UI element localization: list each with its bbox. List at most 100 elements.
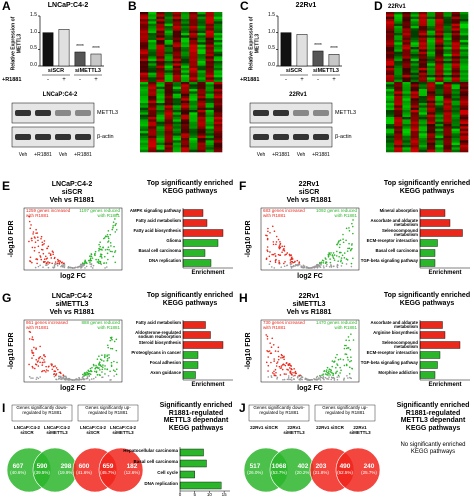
heatmap-cell: [164, 103, 174, 106]
heatmap-cell: [164, 23, 174, 27]
volcano-point: [350, 359, 353, 362]
heatmap-cell: [410, 140, 420, 143]
heatmap-cell: [443, 77, 452, 80]
volcano-point: [87, 369, 90, 372]
volcano-point: [110, 347, 112, 350]
volcano-point: [272, 243, 275, 246]
heatmap-cell: [164, 89, 174, 92]
heatmap-cell: [213, 135, 223, 139]
bar: [296, 34, 308, 67]
volcano-point: [298, 261, 301, 263]
volcano-point: [89, 255, 91, 258]
heatmap-cell: [148, 30, 157, 34]
blot-band: [35, 110, 51, 116]
volcano-point: [99, 364, 102, 366]
heatmap-cell: [435, 138, 444, 141]
volcano-point: [274, 374, 277, 377]
heatmap-cell: [164, 40, 174, 43]
volcano-point: [104, 355, 106, 357]
volcano-point: [352, 232, 354, 235]
blot-row-label: β-actin: [97, 134, 114, 140]
volcano-point: [86, 376, 89, 378]
venn-circle: [98, 447, 144, 493]
volcano-point: [96, 261, 99, 263]
heatmap-cell: [451, 117, 461, 120]
heatmap-cell: [181, 35, 190, 38]
heatmap-cell: [386, 119, 395, 122]
heatmap-cell: [189, 82, 198, 85]
heatmap-cell: [172, 124, 182, 127]
volcano-point: [30, 377, 32, 379]
pathway-label: Cell cycle: [157, 470, 178, 475]
x-tick-label: 10: [206, 492, 212, 497]
heatmap-cell: [443, 12, 452, 15]
heatmap-cell: [394, 63, 403, 66]
volcano-point: [327, 378, 330, 380]
heatmap-cell: [172, 75, 182, 78]
heatmap-cell: [410, 65, 420, 69]
heatmap-cell: [418, 54, 428, 57]
heatmap-cell: [197, 89, 206, 92]
heatmap-cell: [386, 105, 395, 108]
heatmap-cell: [197, 47, 206, 50]
heatmap-cell: [418, 149, 428, 153]
heatmap-cell: [451, 140, 461, 143]
heatmap-cell: [386, 100, 395, 104]
volcano-point: [325, 369, 328, 371]
heatmap-cell: [402, 117, 411, 120]
y-tick-label: 0.0: [268, 62, 275, 68]
pathway-label: Steroid biosynthesis: [138, 339, 181, 345]
heatmap-cell: [451, 107, 461, 111]
volcano-point: [35, 348, 37, 350]
heatmap-cell: [386, 47, 395, 50]
heatmap-cell: [181, 51, 190, 55]
venn-percent: (25.7%): [361, 470, 377, 475]
heatmap-cell: [451, 19, 461, 22]
heatmap-cell: [443, 42, 452, 45]
heatmap-cell: [418, 40, 428, 43]
heatmap-cell: [418, 44, 428, 48]
heatmap-cell: [451, 103, 461, 106]
heatmap-cell: [394, 19, 403, 22]
heatmap-cell: [410, 149, 420, 153]
heatmap-cell: [172, 149, 182, 153]
heatmap-cell: [410, 126, 420, 129]
heatmap-cell: [394, 107, 403, 111]
volcano-point: [36, 262, 38, 265]
heatmap-cell: [140, 135, 149, 139]
heatmap-cell: [402, 77, 411, 80]
volcano-point: [88, 370, 90, 373]
heatmap-cell: [451, 14, 461, 17]
heatmap-cell: [205, 105, 215, 108]
heatmap-cell: [172, 63, 182, 66]
heatmap-cell: [181, 100, 190, 104]
heatmap-cell: [435, 145, 444, 148]
blot-band: [293, 110, 309, 116]
heatmap-cell: [197, 79, 206, 83]
volcano-point: [346, 259, 349, 261]
volcano-point: [347, 377, 349, 379]
heatmap-cell: [435, 105, 444, 108]
heatmap-cell: [410, 105, 420, 108]
volcano-point: [49, 254, 52, 256]
volcano-point: [342, 233, 344, 236]
heatmap-cell: [156, 89, 165, 92]
heatmap-cell: [205, 72, 215, 76]
heatmap-cell: [386, 30, 395, 34]
heatmap-cell: [172, 103, 182, 106]
volcano-point: [297, 263, 300, 266]
volcano-point: [283, 245, 286, 248]
volcano-point: [279, 242, 282, 245]
heatmap-cell: [197, 133, 206, 136]
pathway-label: Hepatocellular carcinoma: [123, 448, 178, 453]
volcano-point: [322, 262, 325, 264]
heatmap-cell: [394, 140, 403, 143]
volcano-point: [114, 224, 116, 227]
heatmap-cell: [459, 145, 469, 148]
significance-label: ****: [314, 43, 322, 49]
heatmap-cell: [402, 63, 411, 66]
volcano-point: [34, 367, 36, 370]
heatmap-cell: [156, 47, 165, 50]
volcano-point: [281, 251, 283, 254]
volcano-point: [98, 249, 100, 252]
